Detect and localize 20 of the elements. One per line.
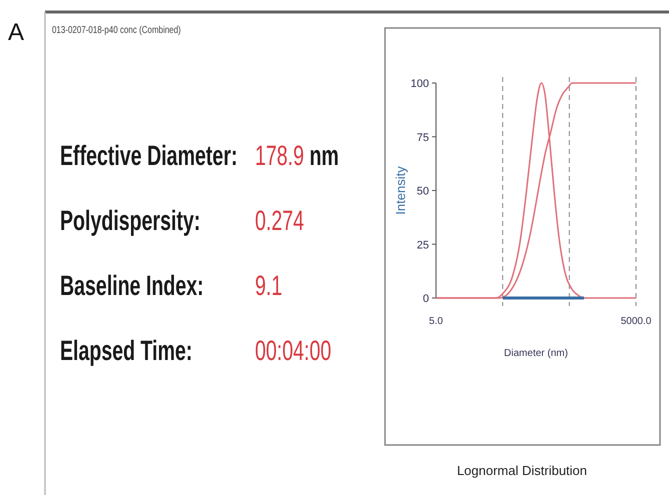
text: Elapsed Time: <box>60 336 192 367</box>
text: Effective Diameter: <box>60 140 238 172</box>
text: 9.1 <box>255 270 282 302</box>
text: A <box>8 19 24 46</box>
text: 0.274 <box>255 206 304 237</box>
y-tick-label: 100 <box>410 78 429 90</box>
text: Baseline Index: <box>60 270 204 302</box>
y-tick-label: 75 <box>416 132 429 144</box>
text: 00:04:00 <box>255 336 332 367</box>
text: Lognormal Distribution <box>456 463 588 478</box>
text: 178.9 nm <box>255 140 339 172</box>
x-tick-label: 5.0 <box>429 316 444 327</box>
y-tick-label: 25 <box>416 239 429 252</box>
y-tick-label: 50 <box>416 186 429 198</box>
y-axis-title: Intensity <box>393 166 408 215</box>
y-tick-label: 0 <box>422 293 429 305</box>
text: 013-0207-018-p40 conc (Combined) <box>52 24 181 36</box>
x-axis-title: Diameter (nm) <box>504 348 568 359</box>
text: Polydispersity: <box>60 206 200 237</box>
x-tick-label: 5000.0 <box>620 316 652 327</box>
